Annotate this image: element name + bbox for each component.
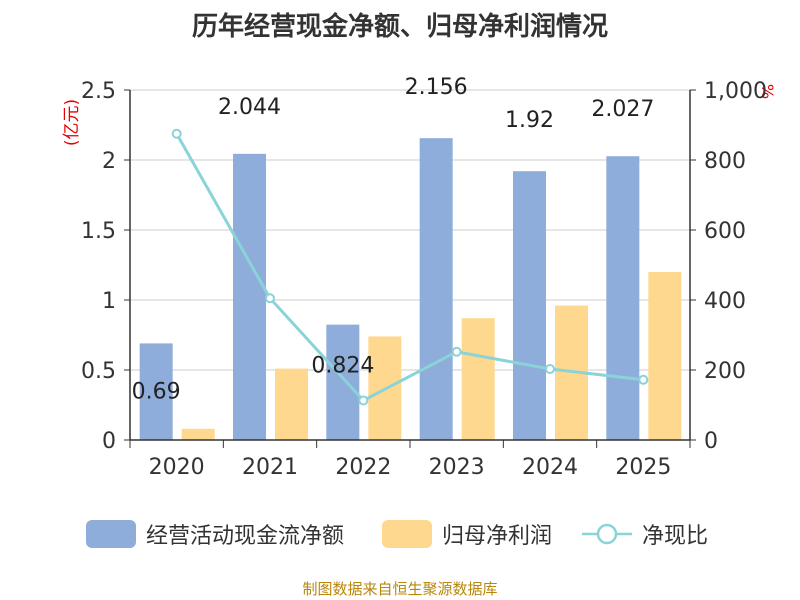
ratio-line (175, 133, 644, 403)
x-tick-label: 2021 (242, 455, 298, 480)
x-tick-label: 2024 (522, 455, 578, 480)
data-label-cash: 0.69 (132, 379, 181, 404)
combo-chart: 0 0.5 1 1.5 2 2.5 0 200 400 600 800 1,000 2020 2021 20… (81, 75, 767, 480)
legend-label-profit: 归母净利润 (442, 524, 553, 549)
ratio-point (171, 128, 182, 139)
right-tick-label: 600 (704, 219, 746, 244)
legend-swatch-ratio (582, 523, 632, 545)
right-tick-label: 800 (704, 149, 746, 174)
bar-cash (233, 153, 266, 440)
bar-cash (139, 343, 173, 440)
left-tick-label: 2.5 (81, 79, 116, 104)
ratio-point (451, 346, 462, 357)
bar-profit (181, 428, 215, 440)
grid-lines (130, 89, 690, 371)
right-tick-label: 1,000 (704, 79, 767, 104)
left-tick-label: 1 (102, 289, 116, 314)
bar-cash (419, 138, 453, 440)
data-labels: 0.69 2.044 0.824 2.156 1.92 2.027 (132, 75, 655, 404)
left-tick-label: 0.5 (81, 359, 116, 384)
left-tick-label: 2 (102, 149, 116, 174)
data-label-cash: 0.824 (311, 354, 374, 379)
bar-cash (606, 156, 640, 440)
legend-swatch-profit (382, 520, 432, 548)
legend-label-ratio: 净现比 (642, 524, 709, 549)
legend-swatch-cash (86, 520, 136, 548)
legend-item-cash[interactable]: 经营活动现金流净额 (86, 514, 344, 554)
left-tick-label: 0 (102, 429, 116, 454)
data-source-note: 制图数据来自恒生聚源数据库 (302, 580, 498, 598)
ratio-point (545, 363, 555, 374)
ratio-point (265, 293, 275, 304)
legend: 经营活动现金流净额 归母净利润 净现比 (0, 514, 800, 554)
left-tick-label: 1.5 (81, 219, 116, 244)
chart-title: 历年经营现金净额、归母净利润情况 (191, 12, 608, 42)
legend-label-cash: 经营活动现金流净额 (146, 524, 345, 549)
line-series (171, 128, 649, 406)
right-tick-label: 0 (704, 429, 718, 454)
data-label-cash: 2.156 (405, 75, 468, 100)
bar-cash (513, 171, 546, 440)
axes: 0 0.5 1 1.5 2 2.5 0 200 400 600 800 1,000 2020 2021 20… (81, 79, 767, 480)
x-tick-label: 2025 (615, 455, 671, 480)
bar-profit (648, 272, 682, 440)
ratio-point (638, 374, 649, 385)
ratio-point (358, 395, 369, 406)
right-tick-label: 200 (704, 359, 746, 384)
right-tick-label: 400 (704, 289, 746, 314)
bar-cash (326, 324, 360, 440)
x-tick-label: 2020 (149, 455, 205, 480)
x-tick-label: 2023 (429, 455, 485, 480)
data-label-cash: 2.027 (591, 97, 654, 122)
bar-series (139, 138, 682, 440)
legend-item-profit[interactable]: 归母净利润 (382, 514, 552, 554)
data-label-cash: 1.92 (505, 108, 554, 133)
bar-profit (461, 318, 495, 440)
data-label-cash: 2.044 (218, 95, 281, 120)
legend-item-ratio[interactable]: 净现比 (582, 514, 708, 554)
bar-profit (275, 368, 308, 440)
x-tick-label: 2022 (335, 455, 391, 480)
